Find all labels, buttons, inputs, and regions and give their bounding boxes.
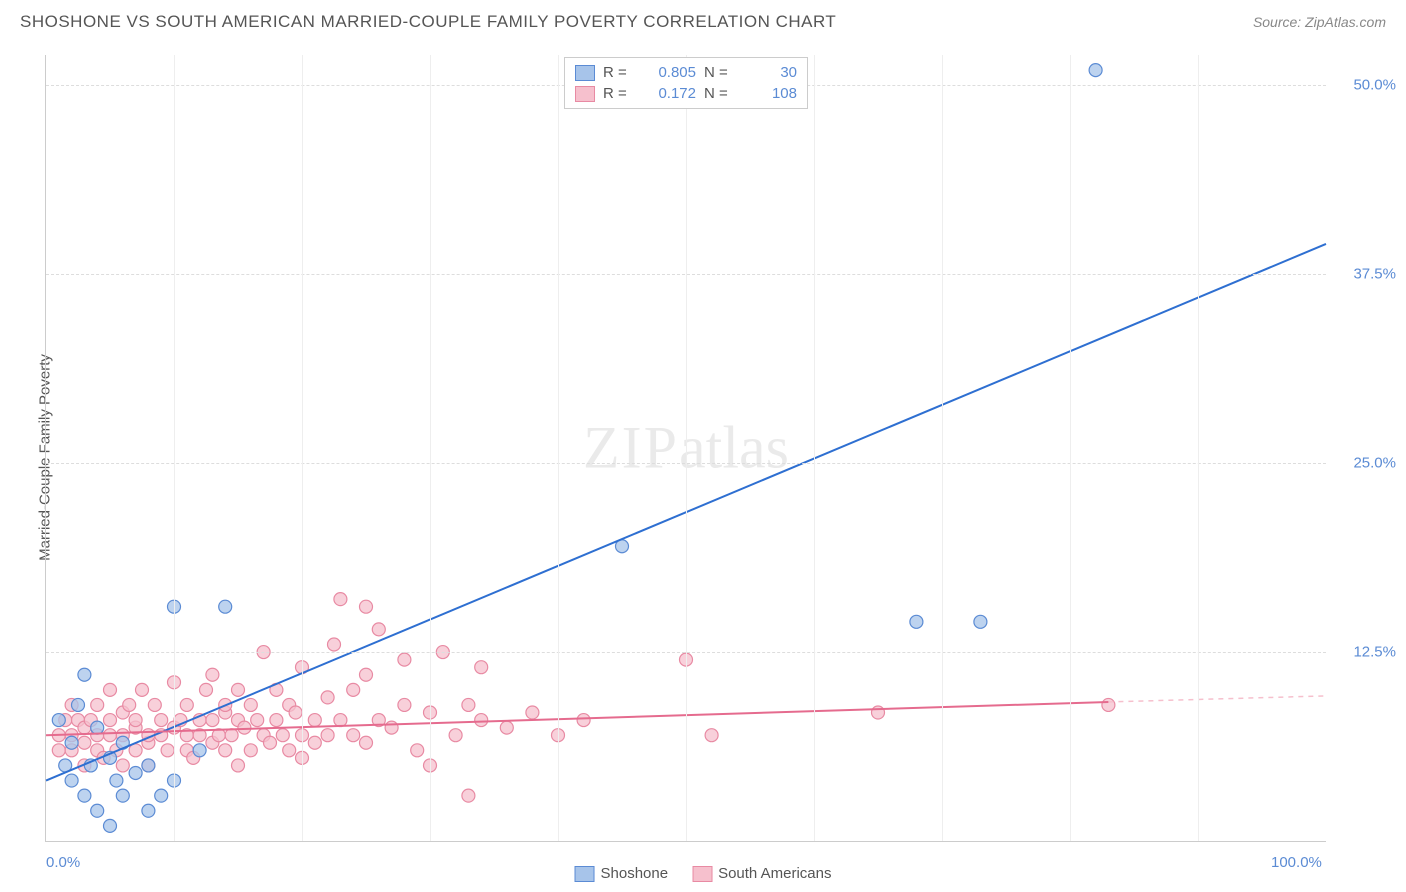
- source-attribution: Source: ZipAtlas.com: [1253, 14, 1386, 30]
- legend-swatch-south-americans: [575, 86, 595, 102]
- y-tick-label: 37.5%: [1353, 266, 1396, 283]
- y-tick-label: 25.0%: [1353, 455, 1396, 472]
- chart-area: Married-Couple Family Poverty R =0.805 N…: [45, 55, 1326, 842]
- gridline-v: [814, 55, 815, 841]
- legend-item-south-americans: South Americans: [692, 865, 831, 882]
- series-legend: Shoshone South Americans: [575, 865, 832, 882]
- correlation-legend: R =0.805 N =30 R =0.172 N =108: [564, 57, 808, 109]
- gridline-v: [302, 55, 303, 841]
- chart-title: SHOSHONE VS SOUTH AMERICAN MARRIED-COUPL…: [20, 12, 836, 32]
- gridline-v: [430, 55, 431, 841]
- x-tick-label: 100.0%: [1271, 854, 1322, 871]
- gridline-v: [1070, 55, 1071, 841]
- y-tick-label: 50.0%: [1353, 77, 1396, 94]
- legend-item-shoshone: Shoshone: [575, 865, 669, 882]
- legend-swatch-shoshone: [575, 65, 595, 81]
- legend-row-south-americans: R =0.172 N =108: [575, 83, 797, 104]
- gridline-v: [686, 55, 687, 841]
- legend-row-shoshone: R =0.805 N =30: [575, 62, 797, 83]
- gridline-v: [558, 55, 559, 841]
- gridline-v: [174, 55, 175, 841]
- x-tick-label: 0.0%: [46, 854, 80, 871]
- y-tick-label: 12.5%: [1353, 644, 1396, 661]
- source-link[interactable]: ZipAtlas.com: [1305, 14, 1386, 30]
- gridline-v: [1198, 55, 1199, 841]
- gridline-v: [942, 55, 943, 841]
- plot-region: R =0.805 N =30 R =0.172 N =108 ZIPatlas …: [45, 55, 1326, 842]
